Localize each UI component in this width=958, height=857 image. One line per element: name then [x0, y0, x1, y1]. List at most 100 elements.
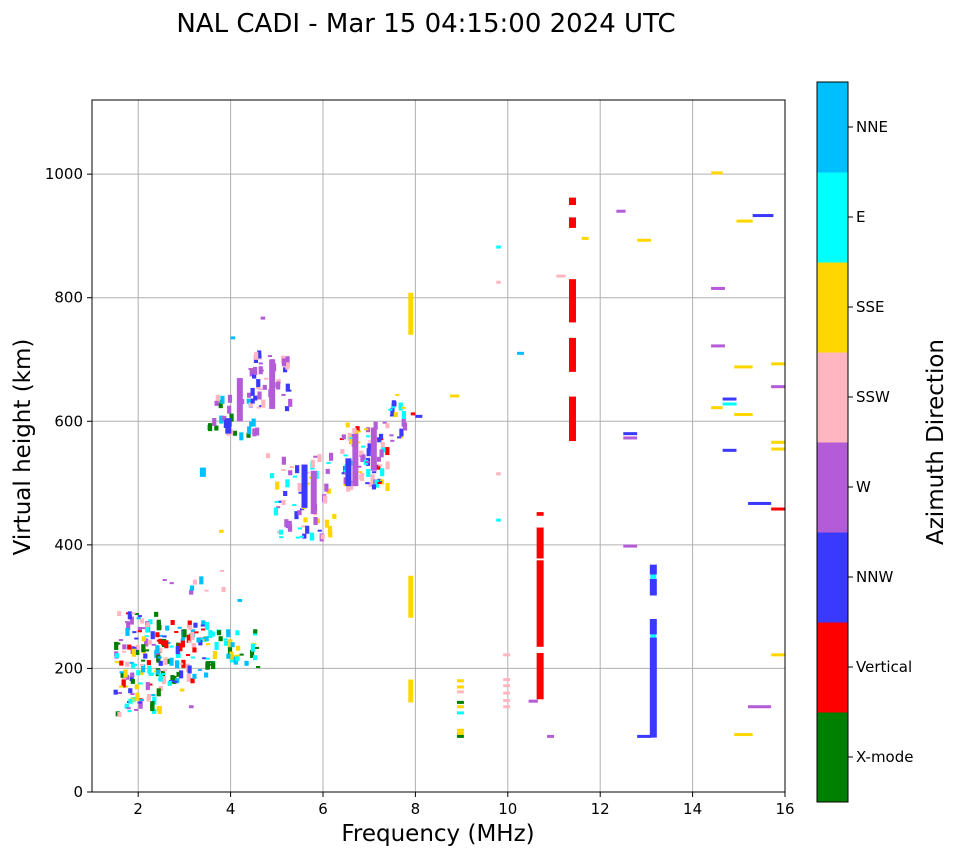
echo-point-sse	[114, 661, 120, 664]
echo-point-vertical	[187, 620, 192, 629]
echo-mark-sse	[711, 171, 723, 175]
echo-point-ssw	[139, 663, 145, 666]
echo-point-nnw	[371, 484, 377, 490]
colorbar-label-nnw: NNW	[856, 568, 893, 586]
y-tick-label: 400	[54, 536, 83, 554]
echo-point-ssw	[125, 661, 130, 667]
echo-point-vertical	[164, 640, 169, 649]
echo-point-w	[288, 470, 293, 476]
echo-point-vertical	[119, 660, 124, 666]
echo-segment-nnw	[649, 637, 657, 738]
echo-mark-sse	[734, 365, 753, 369]
echo-point-ssw	[117, 711, 122, 717]
echo-mark-w	[547, 734, 554, 738]
echo-point-w	[341, 434, 346, 440]
colorbar: X-mode Vertical NNW W SSW SSE E NNE	[816, 81, 913, 803]
echo-point-e	[250, 643, 255, 652]
echo-mark-sse	[450, 394, 460, 398]
echo-point-w	[379, 449, 384, 458]
echo-point-vertical	[377, 482, 382, 485]
x-tick-label: 4	[226, 800, 236, 818]
echo-point-e	[274, 500, 279, 503]
colorbar-label-x-mode: X-mode	[856, 748, 913, 766]
echo-point-x-mode	[172, 675, 177, 684]
colorbar-label-nne: NNE	[856, 118, 888, 136]
echo-point-w	[227, 405, 232, 414]
echo-point-w	[325, 468, 330, 474]
echo-point-e	[124, 703, 129, 709]
echo-mark-ssw	[496, 472, 501, 476]
echo-point-ssw	[360, 472, 365, 481]
x-tick-label: 6	[318, 800, 328, 818]
echo-point-sse	[326, 488, 332, 494]
echo-point-sse	[118, 685, 124, 688]
echo-point-w	[258, 366, 263, 375]
echo-mark-nnw	[623, 432, 638, 436]
echo-point-e	[269, 473, 275, 479]
echo-mark-ssw	[496, 280, 501, 284]
echo-point-x-mode	[218, 636, 223, 642]
echo-mark-nnw	[415, 414, 423, 418]
echo-point-nnw	[250, 398, 255, 404]
grid-lines	[92, 100, 786, 793]
colorbar-label-e: E	[856, 208, 865, 226]
echo-point-ssw	[190, 631, 195, 640]
echo-point-e	[138, 682, 143, 685]
x-tick-label: 16	[775, 800, 794, 818]
echo-point-e	[131, 663, 136, 669]
x-axis-label: Frequency (MHz)	[341, 821, 534, 847]
echo-point-sse	[135, 692, 140, 701]
echo-point-e	[297, 527, 303, 530]
echo-point-ssw	[178, 662, 184, 665]
echo-point-nnw	[389, 414, 395, 417]
echo-point-e	[148, 619, 153, 625]
echo-point-e	[176, 652, 181, 658]
echo-point-e	[136, 670, 141, 676]
echo-point-x-mode	[156, 654, 161, 663]
echo-mark-nnw	[748, 501, 772, 505]
echo-mark-ssw	[503, 691, 511, 695]
echo-point-x-mode	[182, 629, 187, 638]
echo-point-vertical	[180, 639, 185, 648]
echo-point-sse	[401, 406, 406, 409]
echo-mark-nnw	[752, 214, 774, 218]
echo-point-e	[144, 635, 149, 638]
echo-point-e	[204, 621, 210, 630]
colorbar-swatch-e	[817, 172, 848, 263]
echo-point-e	[252, 633, 258, 636]
echo-point-nnw	[150, 631, 155, 640]
echo-point-ssw	[248, 402, 254, 408]
echo-point-e	[128, 698, 133, 704]
echo-point-e	[380, 468, 385, 477]
echo-segment-nnw	[225, 418, 232, 434]
echo-point-sse	[153, 670, 158, 673]
echo-point-nnw	[137, 615, 142, 618]
echo-point-ssw	[187, 640, 193, 643]
echo-point-w	[365, 461, 370, 464]
echo-point-nne	[226, 653, 231, 659]
colorbar-label: Azimuth Direction	[923, 339, 949, 545]
echo-point-nnw	[284, 406, 290, 412]
echo-point-e	[198, 637, 204, 640]
echo-point-sse	[212, 650, 218, 659]
colorbar-swatch-nnw	[817, 532, 848, 623]
echo-point-nnw	[132, 631, 137, 634]
echo-point-ssw	[352, 428, 357, 434]
echo-point-ssw	[215, 394, 220, 403]
echo-point-w	[252, 428, 257, 437]
echo-point-sse	[332, 513, 337, 519]
echo-mark-w	[623, 436, 638, 440]
echo-point-nne	[157, 656, 162, 659]
echo-point-sse	[301, 507, 306, 510]
echo-point-nnw	[202, 657, 207, 660]
echo-mark-w	[528, 699, 538, 703]
echo-mark-w	[711, 286, 725, 290]
echo-point-e	[132, 663, 138, 666]
echo-point-nnw	[298, 491, 303, 494]
echo-point-w	[122, 644, 127, 650]
echo-point-ssw	[285, 364, 290, 370]
echo-point-w	[130, 672, 135, 678]
echo-mark-sse	[456, 679, 464, 683]
echo-point-e	[292, 503, 297, 506]
echo-point-sse	[205, 643, 211, 646]
